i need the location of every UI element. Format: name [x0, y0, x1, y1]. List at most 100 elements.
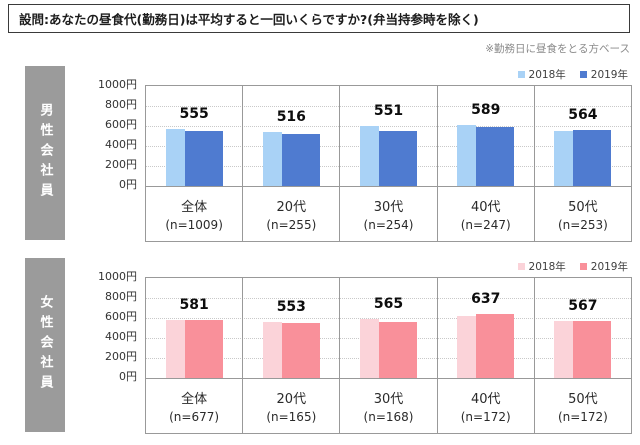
plot-wrap: 581 553 565 637 567 全体 (n=677) 20代 (n=165) 30代 (n=… — [145, 277, 632, 434]
plot-wrap: 555 516 551 589 564 全体 (n=1009) 20代 (n=255) 30代 (n… — [145, 85, 632, 242]
category-label: 30代 — [373, 200, 404, 215]
category-cell: 全体 (n=677) — [146, 379, 244, 433]
category-sample-size: (n=253) — [557, 218, 608, 232]
legend-item-2019: 2019年 — [579, 67, 628, 82]
plot-area: 555 516 551 589 564 — [145, 85, 632, 187]
gridline — [146, 106, 631, 107]
plot-column: 637 — [438, 278, 535, 378]
bar-group — [535, 320, 631, 378]
plot-column: 567 — [535, 278, 631, 378]
bar-group — [438, 125, 534, 186]
bar-value-label: 516 — [276, 109, 306, 125]
plot-column: 553 — [243, 278, 341, 378]
legend-swatch-2019 — [579, 263, 587, 270]
category-cell: 50代 (n=172) — [535, 379, 631, 433]
y-axis: 1000円 800円 600円 400円 200円 0円 — [88, 78, 145, 191]
gridline — [146, 298, 631, 299]
bar-group — [146, 129, 242, 186]
bar-2019 — [281, 322, 320, 378]
bar-value-label: 637 — [471, 291, 501, 308]
bar-2018 — [457, 316, 477, 378]
legend-swatch-2018 — [517, 263, 525, 270]
plot-column: 551 — [340, 86, 438, 186]
bar-2018 — [262, 321, 282, 378]
plot-column: 589 — [438, 86, 535, 186]
bar-2019 — [476, 127, 515, 186]
y-axis-tick: 1000円 — [98, 78, 137, 91]
plot-column: 581 — [146, 278, 244, 378]
gridline — [146, 126, 631, 127]
y-axis-tick: 400円 — [105, 330, 137, 343]
category-sample-size: (n=168) — [363, 410, 414, 424]
category-cell: 30代 (n=168) — [340, 379, 438, 433]
question-title: 設問:あなたの昼食代(勤務日)は平均すると一回いくらですか?(弁当持参時を除く) — [19, 12, 479, 27]
category-label: 20代 — [276, 200, 307, 215]
y-axis-tick: 600円 — [105, 118, 137, 131]
bar-value-label: 581 — [179, 296, 209, 313]
base-note: ※勤務日に昼食をとる方ベース — [485, 43, 630, 55]
bar-2018 — [165, 129, 185, 186]
bar-value-label: 555 — [179, 106, 209, 122]
bar-value-label: 567 — [568, 297, 598, 314]
bar-group — [243, 321, 339, 378]
legend-item-2018: 2018年 — [517, 67, 566, 82]
category-label: 40代 — [470, 200, 501, 215]
bar-value-label: 553 — [276, 298, 306, 315]
female-employees-chart-section: 女性会社員 2018年 2019年 1000円 800円 600円 400円 200円 0円 58… — [0, 256, 640, 438]
category-row: 全体 (n=1009) 20代 (n=255) 30代 (n=254) 40代 (n=247)… — [145, 187, 632, 242]
bar-2018 — [360, 126, 379, 186]
bar-group — [535, 129, 631, 186]
bar-2019 — [184, 130, 223, 186]
category-sample-size: (n=1009) — [165, 218, 223, 232]
category-label: 20代 — [276, 392, 307, 407]
bar-group — [438, 314, 534, 378]
plot-column: 516 — [243, 86, 341, 186]
category-label: 全体 — [181, 200, 208, 215]
legend-swatch-2018 — [517, 71, 525, 78]
y-axis-tick: 800円 — [105, 98, 137, 111]
bar-2018 — [554, 320, 574, 378]
bar-value-label: 551 — [373, 103, 404, 119]
legend-item-2019: 2019年 — [579, 259, 628, 274]
category-sample-size: (n=255) — [266, 218, 317, 232]
legend-swatch-2019 — [579, 71, 587, 78]
plot-columns: 555 516 551 589 564 — [146, 86, 631, 186]
y-axis-tick: 0円 — [119, 178, 137, 191]
bar-group — [146, 319, 242, 378]
legend: 2018年 2019年 — [517, 259, 628, 274]
bar-2018 — [262, 132, 282, 186]
gridline — [146, 318, 631, 319]
category-sample-size: (n=254) — [363, 218, 414, 232]
bar-2019 — [573, 129, 612, 186]
plot-columns: 581 553 565 637 567 — [146, 278, 631, 378]
plot-column: 565 — [340, 278, 438, 378]
category-sample-size: (n=247) — [460, 218, 511, 232]
y-axis-tick: 200円 — [105, 350, 137, 363]
male-employees-chart-section: 男性会社員 2018年 2019年 1000円 800円 600円 400円 200円 0円 55… — [0, 64, 640, 246]
bar-2018 — [554, 131, 574, 186]
category-label: 全体 — [181, 392, 208, 407]
bar-2019 — [379, 130, 417, 186]
bar-2019 — [281, 134, 320, 186]
category-row: 全体 (n=677) 20代 (n=165) 30代 (n=168) 40代 (n=172) 5… — [145, 379, 632, 434]
bar-2018 — [165, 319, 185, 378]
y-axis-tick: 0円 — [119, 370, 137, 383]
y-axis: 1000円 800円 600円 400円 200円 0円 — [88, 270, 145, 383]
category-label: 50代 — [568, 392, 598, 407]
bar-2019 — [379, 321, 417, 378]
y-axis-tick: 1000円 — [98, 270, 137, 283]
plot-column: 555 — [146, 86, 244, 186]
bar-2018 — [457, 125, 477, 186]
category-cell: 40代 (n=247) — [438, 187, 535, 241]
bar-2019 — [184, 319, 223, 378]
category-cell: 30代 (n=254) — [340, 187, 438, 241]
bar-2019 — [573, 321, 612, 378]
chart-body: 1000円 800円 600円 400円 200円 0円 555 516 551 589 564 全体… — [88, 78, 632, 242]
chart-body: 1000円 800円 600円 400円 200円 0円 581 553 565 637 567 全体… — [88, 270, 632, 434]
category-label: 50代 — [568, 200, 598, 215]
legend-label: 2019年 — [590, 261, 628, 273]
section-label: 女性会社員 — [25, 258, 65, 432]
legend-item-2018: 2018年 — [517, 259, 566, 274]
category-label: 30代 — [373, 392, 404, 407]
